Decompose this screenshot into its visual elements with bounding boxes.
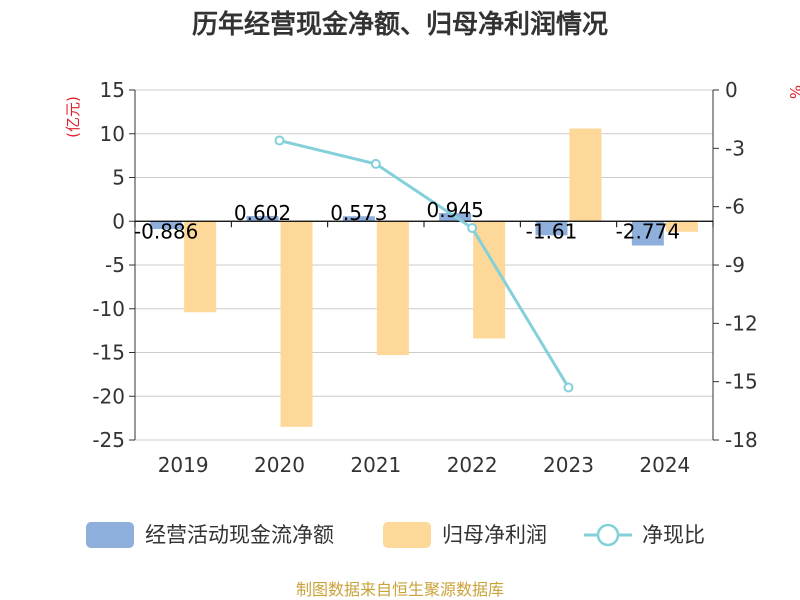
- category-label: 2024: [639, 453, 690, 477]
- left-tick-label: 10: [100, 122, 125, 146]
- profit-bar: [569, 128, 602, 222]
- legend: 经营活动现金流净额 归母净利润 净现比: [86, 522, 705, 548]
- left-tick-label: 5: [112, 166, 125, 190]
- right-axis-label: %: [786, 85, 800, 99]
- left-tick-label: -15: [92, 341, 125, 365]
- cashflow-data-label: 0.602: [234, 201, 291, 225]
- ratio-point: [563, 382, 574, 393]
- category-label: 2019: [158, 453, 209, 477]
- right-tick-label: 0: [725, 78, 738, 102]
- cashflow-data-label: 0.945: [427, 198, 484, 222]
- cashflow-data-label: 0.573: [330, 201, 387, 225]
- legend-marker-ratio: [596, 523, 620, 547]
- right-tick-label: -18: [725, 428, 758, 452]
- legend-label-ratio: 净现比: [642, 523, 705, 547]
- legend-label-cashflow: 经营活动现金流净额: [145, 523, 334, 547]
- right-tick-label: -15: [725, 370, 758, 394]
- left-tick-label: -20: [92, 384, 125, 408]
- legend-item-ratio[interactable]: 净现比: [584, 523, 705, 547]
- category-label: 2022: [447, 453, 498, 477]
- chart-title: 历年经营现金净额、归母净利润情况: [192, 9, 608, 40]
- profit-bar: [665, 221, 698, 232]
- cashflow-data-label: -0.886: [134, 219, 198, 243]
- legend-swatch-cashflow: [86, 522, 134, 548]
- cashflow-bar: [535, 221, 568, 236]
- profit-bar: [376, 221, 409, 356]
- left-tick-label: 15: [100, 78, 125, 102]
- data-labels: -0.886 0.602 0.573 0.945 -1.61 -2.774: [134, 198, 680, 243]
- category-label: 2020: [254, 453, 305, 477]
- cashflow-bar: [246, 215, 279, 222]
- axes: [134, 90, 714, 440]
- ratio-line: [274, 135, 574, 393]
- legend-swatch-profit: [383, 522, 431, 548]
- tick-labels: 15 10 5 0 -5 -10 -15 -20 -25 0 -3 -6 -9 -12 -15 -18 2019…: [92, 78, 757, 477]
- ratio-point: [274, 135, 285, 146]
- ratio-point: [370, 158, 381, 169]
- cashflow-bar: [150, 221, 183, 230]
- profit-bar: [280, 221, 313, 427]
- legend-label-profit: 归母净利润: [442, 523, 547, 547]
- right-tick-label: -3: [725, 136, 745, 160]
- left-tick-label: -5: [105, 253, 125, 277]
- source-note: 制图数据来自恒生聚源数据库: [296, 580, 504, 599]
- ratio-line-path: [279, 139, 570, 389]
- cashflow-data-label: -2.774: [616, 219, 680, 243]
- right-tick-label: -6: [725, 195, 745, 219]
- right-tick-label: -12: [725, 311, 758, 335]
- legend-item-profit[interactable]: 归母净利润: [383, 522, 547, 548]
- category-label: 2023: [543, 453, 594, 477]
- left-tick-label: -10: [92, 297, 125, 321]
- left-tick-label: 0: [112, 209, 125, 233]
- cashflow-data-label: -1.61: [526, 219, 578, 243]
- left-axis-label: (亿元): [64, 96, 82, 138]
- profit-bar: [184, 221, 217, 313]
- category-label: 2021: [350, 453, 401, 477]
- legend-item-cashflow[interactable]: 经营活动现金流净额: [86, 522, 334, 548]
- cashflow-bar: [342, 216, 375, 222]
- ratio-point: [467, 223, 478, 234]
- left-tick-label: -25: [92, 428, 125, 452]
- bar-marks: [150, 128, 698, 427]
- gridlines: [129, 89, 719, 441]
- right-tick-label: -9: [725, 253, 745, 277]
- cashflow-bar: [631, 221, 664, 246]
